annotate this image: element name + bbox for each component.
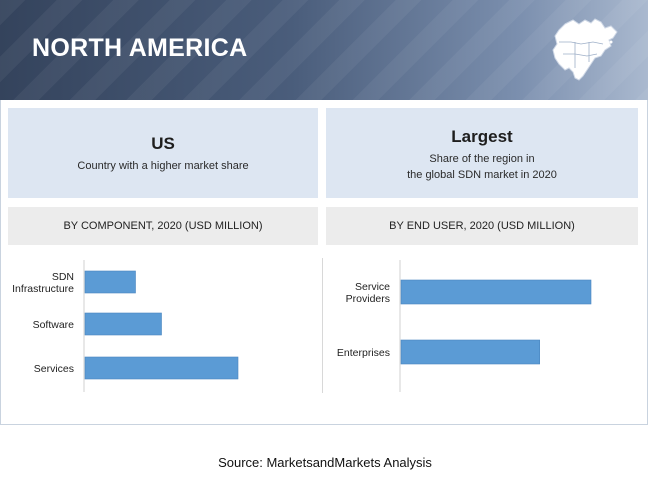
- category-label: SDN Infrastructure: [12, 271, 74, 295]
- category-label: Service Providers: [346, 281, 391, 305]
- bar-services: [84, 356, 239, 380]
- highlight-main: Largest: [451, 127, 513, 146]
- header-pattern: [0, 0, 648, 100]
- highlight-panel-share: Largest Share of the region in the globa…: [326, 108, 638, 198]
- category-label: Software: [33, 319, 75, 331]
- chart-title-end-user: BY END USER, 2020 (USD MILLION): [326, 207, 638, 245]
- bar-sdn-infrastructure: [84, 270, 136, 294]
- highlight-sub-line-2: the global SDN market in 2020: [407, 169, 557, 181]
- highlight-sub-line-1: Share of the region in: [429, 153, 535, 165]
- page-title: NORTH AMERICA: [32, 34, 248, 62]
- north-america-map-icon: [552, 18, 618, 81]
- category-label: Services: [34, 363, 74, 375]
- chart-divider: [322, 258, 323, 393]
- highlight-sub: Country with a higher market share: [77, 160, 249, 172]
- highlight-panel-country: US Country with a higher market share: [8, 108, 318, 198]
- bar-enterprises: [400, 339, 540, 365]
- bar-service-providers: [400, 279, 592, 305]
- component-bar-chart: SDN Infrastructure Software Services: [12, 260, 239, 392]
- source-note: Source: MarketsandMarkets Analysis: [218, 455, 432, 470]
- highlight-main: US: [151, 134, 175, 153]
- category-label: Enterprises: [337, 347, 390, 359]
- end-user-bar-chart: Service Providers Enterprises: [337, 260, 592, 392]
- bar-software: [84, 312, 162, 336]
- chart-title-component: BY COMPONENT, 2020 (USD MILLION): [8, 207, 318, 245]
- header-banner: NORTH AMERICA: [0, 0, 648, 100]
